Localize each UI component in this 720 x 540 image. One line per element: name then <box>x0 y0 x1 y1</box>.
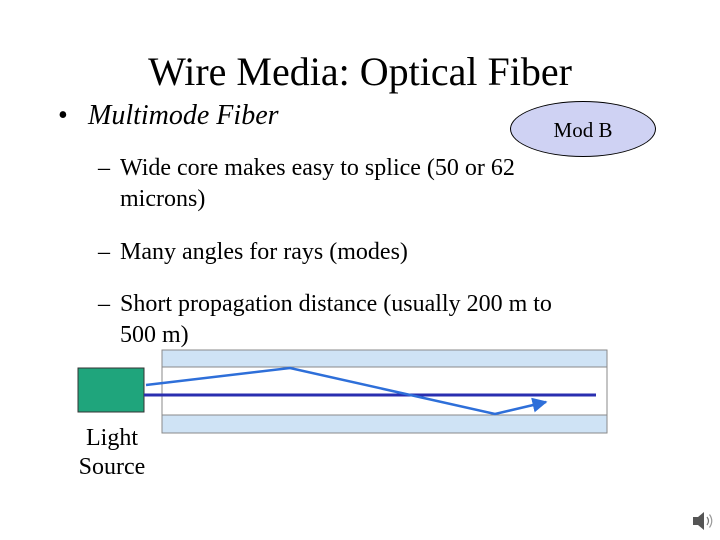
bullet-text: Multimode Fiber <box>88 100 279 131</box>
sub-bullet-line: Many angles for rays (modes) <box>120 239 408 265</box>
light-source-label-line: Light <box>86 425 138 451</box>
mod-badge: Mod B <box>510 101 656 157</box>
sub-bullet-distance: – Short propagation distance (usually 200… <box>98 289 552 351</box>
light-source <box>77 367 145 413</box>
dash: – <box>98 239 110 265</box>
sub-bullet-line: Short propagation distance (usually 200 … <box>120 291 552 317</box>
light-source-label: Light Source <box>62 424 162 482</box>
fiber-cladding-bottom <box>161 414 608 434</box>
fiber-cladding-top <box>161 349 608 368</box>
bullet-multimode: • Multimode Fiber <box>58 96 279 136</box>
sub-bullet-core: – Wide core makes easy to splice (50 or 6… <box>98 153 515 215</box>
dash: – <box>98 155 110 181</box>
slide-title: Wire Media: Optical Fiber <box>148 49 572 94</box>
bullet-dot: • <box>58 100 68 131</box>
sub-bullet-line: Wide core makes easy to splice (50 or 62 <box>120 155 515 181</box>
sub-bullet-modes: – Many angles for rays (modes) <box>98 237 408 268</box>
dash: – <box>98 291 110 317</box>
fiber-diagram <box>77 349 608 434</box>
speaker-icon[interactable] <box>690 508 716 534</box>
reflected-ray <box>145 366 548 416</box>
sub-bullet-line: microns) <box>120 186 206 212</box>
light-source-label-line: Source <box>78 454 146 480</box>
sub-bullet-line: 500 m) <box>120 322 189 348</box>
